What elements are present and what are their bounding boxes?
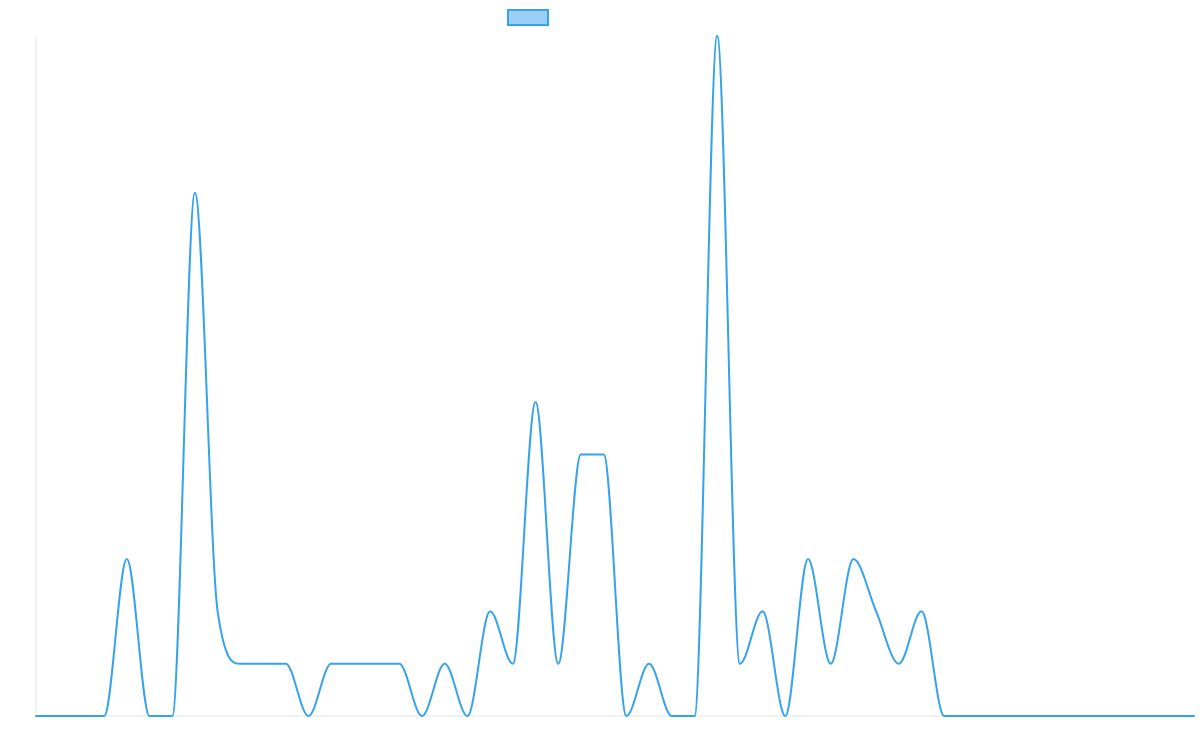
data-point[interactable] [578, 451, 584, 457]
data-point[interactable] [396, 661, 402, 667]
data-point[interactable] [782, 713, 788, 719]
series-layer [35, 35, 1195, 717]
data-point[interactable] [714, 33, 720, 39]
data-point[interactable] [533, 399, 539, 405]
data-point[interactable] [78, 713, 84, 719]
data-point[interactable] [737, 661, 743, 667]
data-point[interactable] [124, 556, 130, 562]
data-point[interactable] [487, 608, 493, 614]
data-point[interactable] [1009, 713, 1015, 719]
data-point[interactable] [828, 661, 834, 667]
data-point[interactable] [374, 661, 380, 667]
data-point[interactable] [1123, 713, 1129, 719]
data-point[interactable] [169, 713, 175, 719]
data-point[interactable] [33, 713, 39, 719]
data-point[interactable] [691, 713, 697, 719]
data-point[interactable] [1032, 713, 1038, 719]
data-point[interactable] [669, 713, 675, 719]
data-point[interactable] [646, 661, 652, 667]
legend-swatch[interactable] [507, 9, 549, 26]
data-point[interactable] [987, 713, 993, 719]
data-point[interactable] [283, 661, 289, 667]
data-point[interactable] [896, 661, 902, 667]
data-point[interactable] [192, 190, 198, 196]
data-point[interactable] [419, 713, 425, 719]
data-point[interactable] [555, 661, 561, 667]
data-point[interactable] [215, 608, 221, 614]
data-point[interactable] [260, 661, 266, 667]
data-point[interactable] [1191, 713, 1197, 719]
data-point[interactable] [850, 556, 856, 562]
data-point[interactable] [1100, 713, 1106, 719]
data-point[interactable] [101, 713, 107, 719]
data-point[interactable] [305, 713, 311, 719]
data-point[interactable] [1077, 713, 1083, 719]
data-point[interactable] [147, 713, 153, 719]
data-point[interactable] [442, 661, 448, 667]
data-point[interactable] [1168, 713, 1174, 719]
data-point[interactable] [601, 451, 607, 457]
data-point[interactable] [623, 713, 629, 719]
data-point[interactable] [873, 608, 879, 614]
data-point[interactable] [919, 608, 925, 614]
data-point[interactable] [964, 713, 970, 719]
data-point[interactable] [805, 556, 811, 562]
data-point[interactable] [941, 713, 947, 719]
data-point[interactable] [56, 713, 62, 719]
data-point[interactable] [464, 713, 470, 719]
data-point[interactable] [760, 608, 766, 614]
data-point[interactable] [351, 661, 357, 667]
data-point[interactable] [510, 661, 516, 667]
data-point[interactable] [237, 661, 243, 667]
data-points [33, 33, 1197, 719]
legend[interactable] [507, 9, 549, 26]
data-point[interactable] [328, 661, 334, 667]
data-point[interactable] [1055, 713, 1061, 719]
series-line-0 [35, 35, 1195, 717]
data-point[interactable] [1146, 713, 1152, 719]
